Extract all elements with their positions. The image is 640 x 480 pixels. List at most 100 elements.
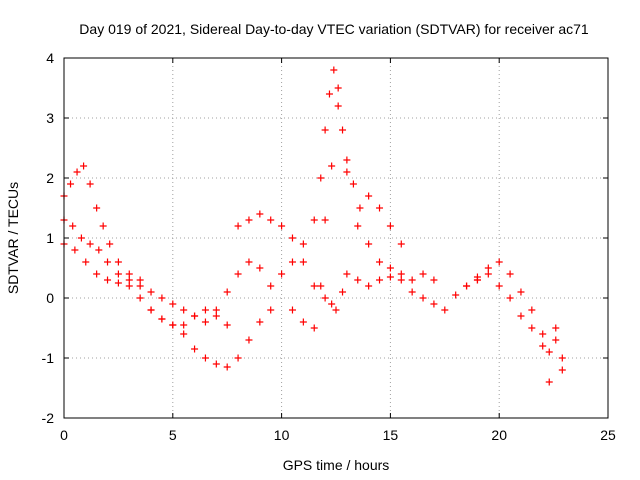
data-point [386,222,394,230]
data-point [267,306,275,314]
data-point [267,216,275,224]
data-point [169,321,177,329]
data-point [125,282,133,290]
x-tick-label: 25 [600,427,616,443]
data-point [180,330,188,338]
series-track-1 [60,162,264,326]
data-point [95,246,103,254]
data-point [419,270,427,278]
data-point [136,282,144,290]
data-point [136,276,144,284]
data-point [419,294,427,302]
data-point [517,312,525,320]
data-point [114,258,122,266]
data-point [80,162,88,170]
data-point [180,321,188,329]
data-point [317,174,325,182]
data-point [321,216,329,224]
data-point [397,270,405,278]
data-point [334,102,342,110]
data-point [506,270,514,278]
grid [64,58,608,418]
data-point [212,312,220,320]
data-point [104,276,112,284]
data-point [484,270,492,278]
data-point [278,222,286,230]
data-point [325,90,333,98]
x-tick-label: 5 [169,427,177,443]
data-point [256,210,264,218]
data-point [545,348,553,356]
data-point [430,276,438,284]
series-track-3 [60,216,231,329]
data-point [114,279,122,287]
data-point [136,294,144,302]
data-point [332,306,340,314]
data-point [376,276,384,284]
data-point [552,324,560,332]
data-point [321,294,329,302]
x-tick-label: 20 [491,427,507,443]
data-point [234,222,242,230]
data-point [223,288,231,296]
data-point [67,180,75,188]
data-point [310,324,318,332]
data-point [86,240,94,248]
data-markers [60,66,566,386]
data-point [201,306,209,314]
data-point [365,282,373,290]
data-point [339,126,347,134]
data-point [343,270,351,278]
data-point [558,354,566,362]
data-point [408,288,416,296]
data-point [256,318,264,326]
data-point [245,216,253,224]
axis-ticks: 0 5 10 15 20 25 -2 -1 0 1 2 3 4 [42,50,616,443]
data-point [330,66,338,74]
x-tick-label: 15 [383,427,399,443]
data-point [408,276,416,284]
data-point [201,354,209,362]
series-track-8 [473,270,566,386]
data-point [114,270,122,278]
data-point [158,294,166,302]
data-point [321,126,329,134]
x-tick-label: 0 [60,427,68,443]
data-point [212,360,220,368]
data-point [278,270,286,278]
data-point [354,222,362,230]
data-point [328,162,336,170]
data-point [386,273,394,281]
data-point [354,276,362,284]
data-point [484,264,492,272]
data-point [349,180,357,188]
data-point [539,342,547,350]
y-tick-label: 2 [46,170,54,186]
chart-title: Day 019 of 2021, Sidereal Day-to-day VTE… [79,21,589,37]
data-point [288,234,296,242]
series-track-7 [463,258,566,374]
y-tick-label: 4 [46,50,54,66]
data-point [191,345,199,353]
data-point [77,234,85,242]
data-point [93,204,101,212]
y-tick-label: 3 [46,110,54,126]
data-point [343,156,351,164]
data-point [397,276,405,284]
data-point [558,366,566,374]
data-point [299,318,307,326]
data-point [365,192,373,200]
data-point [104,258,112,266]
series-track-5 [267,66,405,290]
data-point [99,222,107,230]
data-point [539,330,547,338]
data-point [288,258,296,266]
data-point [356,204,364,212]
data-point [463,282,471,290]
data-point [169,300,177,308]
data-point [147,288,155,296]
data-point [147,306,155,314]
data-point [69,222,77,230]
data-point [328,300,336,308]
